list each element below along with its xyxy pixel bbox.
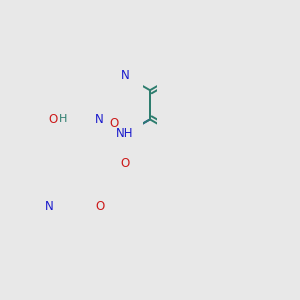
Text: O: O bbox=[120, 157, 129, 169]
Text: O: O bbox=[110, 117, 119, 130]
Text: O: O bbox=[95, 200, 104, 213]
Text: N: N bbox=[120, 69, 129, 82]
Text: NH: NH bbox=[116, 128, 134, 140]
Text: N: N bbox=[45, 200, 53, 213]
Text: O: O bbox=[48, 113, 57, 126]
Text: N: N bbox=[95, 113, 104, 126]
Text: H: H bbox=[59, 114, 67, 124]
